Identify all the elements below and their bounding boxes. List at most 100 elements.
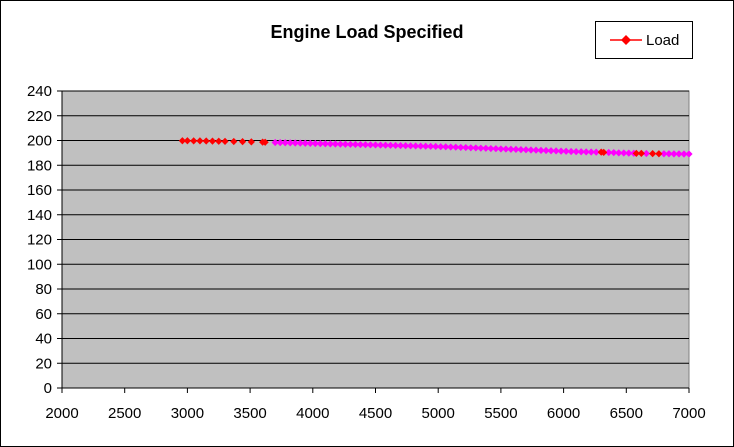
data-point-load xyxy=(202,137,210,145)
data-point-series-2 xyxy=(537,146,545,154)
y-tick-label: 20 xyxy=(35,355,52,372)
data-point-series-2 xyxy=(432,142,440,151)
chart-title: Engine Load Specified xyxy=(270,22,464,42)
data-point-series-2 xyxy=(557,147,565,155)
data-point-series-2 xyxy=(620,149,628,157)
y-tick-label: 200 xyxy=(27,133,52,150)
x-tick-label: 5000 xyxy=(422,405,455,422)
data-point-load xyxy=(178,137,186,145)
data-point-series-2 xyxy=(311,139,319,148)
data-point-load xyxy=(261,138,269,146)
data-point-series-2 xyxy=(271,138,279,147)
data-point-series-2 xyxy=(507,145,515,153)
legend-swatch xyxy=(610,35,642,45)
data-point-series-2 xyxy=(291,139,299,147)
y-tick-label: 100 xyxy=(27,256,52,273)
data-point-series-2 xyxy=(615,149,623,157)
data-point-series-2 xyxy=(286,139,294,147)
data-point-series-2 xyxy=(381,141,390,149)
x-tick-label: 4000 xyxy=(296,405,329,422)
data-point-series-2 xyxy=(341,140,350,148)
data-point-series-2 xyxy=(492,145,500,153)
data-point-load xyxy=(208,137,217,145)
gridlines xyxy=(62,90,689,389)
x-tick-label: 3500 xyxy=(233,405,266,422)
data-point-series-2 xyxy=(422,142,430,150)
data-point-series-2 xyxy=(487,144,495,153)
data-point-series-2 xyxy=(276,139,284,147)
data-point-load xyxy=(600,148,608,156)
data-point-series-2 xyxy=(660,150,668,158)
data-point-series-2 xyxy=(675,150,683,158)
data-point-series-2 xyxy=(610,149,618,157)
data-point-series-2 xyxy=(472,144,480,152)
data-point-load xyxy=(190,137,198,145)
data-point-series-2 xyxy=(407,142,415,150)
data-point-series-2 xyxy=(336,140,344,148)
data-point-load xyxy=(247,138,255,146)
data-point-series-2 xyxy=(371,141,380,149)
data-point-load xyxy=(632,149,640,157)
y-tick-label: 140 xyxy=(27,207,52,224)
data-point-series-2 xyxy=(442,143,450,151)
data-point-series-2 xyxy=(497,145,505,153)
data-point-load xyxy=(238,138,247,146)
legend: Load xyxy=(595,21,693,59)
data-point-load xyxy=(637,149,645,157)
data-point-series-2 xyxy=(427,142,435,150)
data-points xyxy=(178,137,693,158)
y-tick-label: 220 xyxy=(27,108,52,125)
data-point-series-2 xyxy=(567,147,575,156)
data-point-series-2 xyxy=(502,145,510,153)
y-tick-label: 40 xyxy=(35,331,52,348)
y-tick-label: 0 xyxy=(44,380,52,397)
axes: 0 20 40 60 80 100 120 140 160 180 200 220 240 2000 250… xyxy=(27,83,706,422)
data-point-series-2 xyxy=(532,146,540,154)
data-point-load xyxy=(215,137,223,145)
data-point-load xyxy=(221,137,229,145)
x-tick-label: 3000 xyxy=(171,405,204,422)
data-point-series-2 xyxy=(376,141,385,149)
data-point-series-2 xyxy=(396,141,405,150)
data-point-series-2 xyxy=(366,141,375,149)
y-tick-label: 80 xyxy=(35,281,52,298)
data-point-series-2 xyxy=(482,144,490,152)
data-point-series-2 xyxy=(391,141,400,150)
data-point-series-2 xyxy=(386,141,395,149)
x-tick-label: 6500 xyxy=(610,405,643,422)
data-point-load xyxy=(183,137,191,145)
data-point-series-2 xyxy=(316,139,324,148)
data-point-series-2 xyxy=(562,147,570,155)
y-tick-label: 180 xyxy=(27,157,52,174)
y-tick-label: 240 xyxy=(27,83,52,100)
x-tick-label: 6000 xyxy=(547,405,580,422)
legend-label-load: Load xyxy=(646,32,680,49)
data-point-series-2 xyxy=(572,148,580,156)
x-tick-label: 4500 xyxy=(359,405,392,422)
data-point-series-2 xyxy=(592,148,600,156)
data-point-series-2 xyxy=(582,148,590,156)
data-point-series-2 xyxy=(321,140,329,148)
data-point-series-2 xyxy=(642,149,650,158)
data-point-series-2 xyxy=(467,144,475,152)
data-point-series-2 xyxy=(356,140,365,149)
data-point-load xyxy=(230,137,238,146)
data-point-series-2 xyxy=(437,143,445,151)
data-point-series-2 xyxy=(552,147,560,155)
y-tick-label: 160 xyxy=(27,182,52,199)
data-point-series-2 xyxy=(401,142,410,150)
data-point-series-2 xyxy=(452,143,460,151)
data-point-series-2 xyxy=(346,140,355,148)
data-point-series-2 xyxy=(680,150,688,158)
data-point-series-2 xyxy=(417,142,425,150)
data-point-series-2 xyxy=(605,148,613,157)
data-point-series-2 xyxy=(665,150,673,158)
data-point-series-2 xyxy=(351,140,360,149)
data-point-series-2 xyxy=(527,146,535,154)
data-point-series-2 xyxy=(326,140,334,148)
data-point-series-2 xyxy=(577,148,585,156)
data-point-load xyxy=(649,150,657,158)
data-point-load xyxy=(196,137,204,145)
data-point-series-2 xyxy=(517,146,525,154)
